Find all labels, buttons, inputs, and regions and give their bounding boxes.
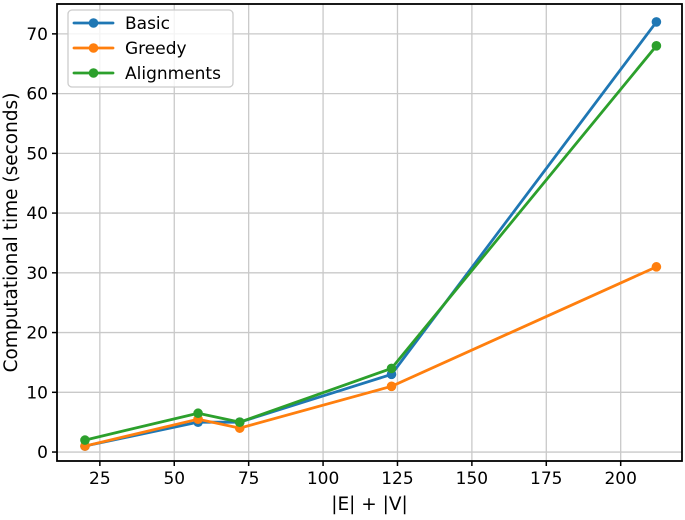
y-tick-label: 20 [26, 324, 48, 344]
legend-marker [88, 43, 99, 53]
x-tick-label: 200 [604, 469, 636, 489]
x-tick-label: 50 [163, 469, 185, 489]
y-tick-label: 70 [26, 25, 48, 45]
x-tick-label: 75 [238, 469, 260, 489]
data-point-marker [193, 408, 203, 419]
data-point-marker [651, 17, 662, 27]
x-tick-label: 150 [456, 469, 488, 489]
data-point-marker [386, 381, 397, 392]
y-tick-label: 40 [26, 204, 48, 224]
x-tick-label: 100 [307, 469, 339, 489]
legend-label: Greedy [125, 39, 187, 59]
axes-ticks: 25 50 75 100 125 150 175 200 0 10 20 30 40 50 60 70 [26, 25, 637, 489]
y-tick-label: 50 [26, 144, 48, 164]
axes-spines [56, 3, 683, 462]
x-axis-label: |E| + |V| [331, 494, 408, 515]
legend: Basic Greedy Alignments [67, 9, 234, 88]
plot-border [56, 3, 683, 462]
legend-item-alignments: Alignments [72, 64, 221, 84]
grid [57, 4, 682, 461]
legend-marker [88, 68, 99, 78]
y-tick-label: 0 [37, 443, 48, 463]
legend-label: Alignments [125, 64, 221, 84]
x-tick-label: 125 [381, 469, 413, 489]
data-point-marker [651, 41, 662, 51]
legend-box [67, 9, 234, 88]
y-tick-label: 30 [26, 264, 48, 284]
series [80, 17, 662, 451]
legend-label: Basic [125, 14, 170, 34]
x-tick-label: 25 [89, 469, 111, 489]
data-point-marker [80, 435, 90, 445]
series-alignments [80, 41, 662, 445]
legend-marker [88, 18, 99, 28]
y-tick-label: 60 [26, 85, 48, 105]
data-point-marker [386, 363, 397, 374]
series-greedy [80, 262, 662, 451]
legend-item-basic: Basic [72, 14, 170, 34]
y-axis-label: Computational time (seconds) [1, 93, 22, 373]
legend-item-greedy: Greedy [72, 39, 187, 59]
y-tick-label: 10 [26, 383, 48, 403]
data-point-marker [651, 262, 662, 272]
x-tick-label: 175 [530, 469, 562, 489]
data-point-marker [234, 417, 245, 427]
